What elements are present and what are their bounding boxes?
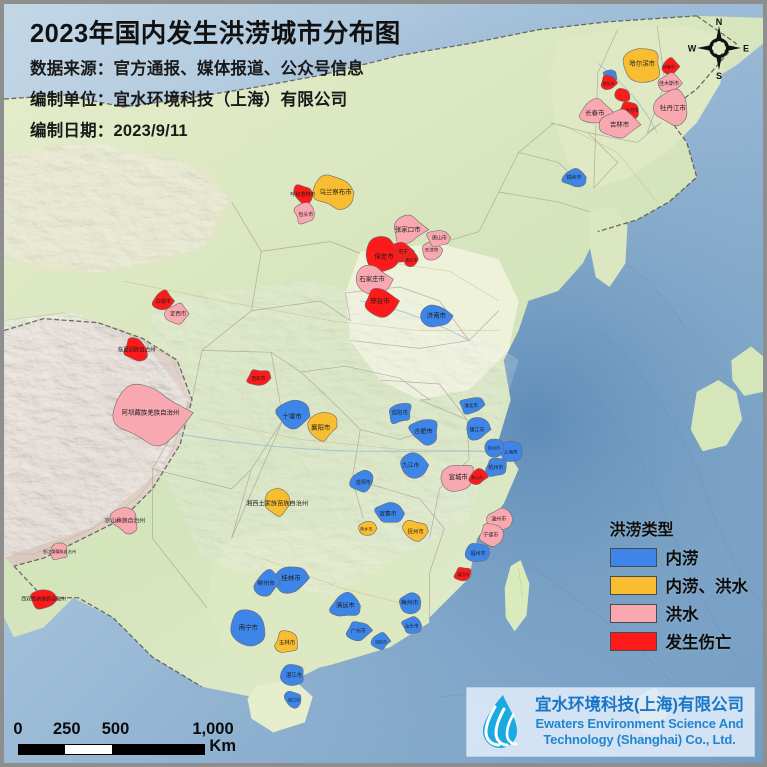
data-source-line: 数据来源：官方通报、媒体报道、公众号信息 [30,60,364,79]
scale-segment [111,745,205,754]
compass-north-label: N [716,17,723,27]
legend: 洪涝类型 内涝内涝、洪水洪水发生伤亡 [600,512,757,663]
scale-tick-label: 250 [52,720,81,739]
scale-tick-label: 1,000 [192,720,234,739]
legend-item[interactable]: 内涝、洪水 [609,573,749,597]
legend-title: 洪涝类型 [609,522,674,539]
compile-date-line: 编制日期：2023/9/11 [30,122,188,141]
legend-swatch [609,603,657,623]
title-block: 2023年国内发生洪涝城市分布图 数据来源：官方通报、媒体报道、公众号信息 编制… [30,20,401,141]
compass-rose: N S W E [687,16,751,81]
water-drop-logo-icon [483,695,518,748]
legend-item[interactable]: 内涝 [609,545,749,569]
legend-label: 发生伤亡 [665,634,732,652]
legend-label: 洪水 [665,606,699,624]
legend-item[interactable]: 洪水 [609,601,749,625]
legend-swatch [609,575,657,595]
company-name-block: 宜水环境科技(上海)有限公司 Ewaters Environment Scien… [535,695,744,748]
compass-south-label: S [716,71,722,80]
organization-line: 编制单位：宜水环境科技（上海）有限公司 [30,91,348,110]
scale-tick-label: 500 [101,720,130,739]
legend-swatch [609,631,657,651]
company-logo-box: 宜水环境科技(上海)有限公司 Ewaters Environment Scien… [466,687,755,757]
compass-west-label: W [688,44,697,54]
scale-tick-labels: 0 250 500 1,000 [13,718,236,739]
scale-segment [65,745,112,754]
company-name-en-line2: Technology (Shanghai) Co., Ltd. [543,732,736,748]
legend-item[interactable]: 发生伤亡 [609,629,749,653]
company-name-cn: 宜水环境科技(上海)有限公司 [535,696,744,715]
company-name-en-line1: Ewaters Environment Science And [535,716,744,732]
page-title: 2023年国内发生洪涝城市分布图 [30,20,401,48]
scale-segment [19,745,66,754]
legend-item-list: 内涝内涝、洪水洪水发生伤亡 [609,545,749,653]
scale-bar: 0 250 500 1,000 Km [13,718,236,756]
scale-unit-label: Km [209,737,236,756]
scale-bar-graphic [18,744,206,755]
legend-swatch [609,547,657,567]
compass-east-label: E [743,44,749,54]
legend-label: 内涝 [665,550,699,568]
legend-label: 内涝、洪水 [665,578,749,596]
scale-tick-label: 0 [13,720,23,739]
